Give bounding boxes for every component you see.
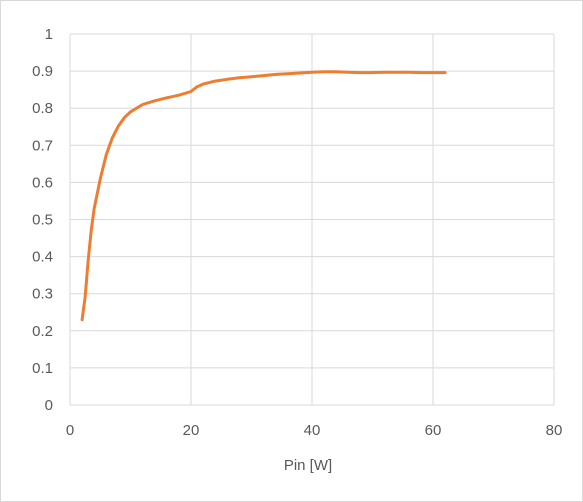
y-tick-label: 0.5 xyxy=(32,212,53,229)
y-tick-label: 0.9 xyxy=(32,63,53,80)
y-tick-label: 0 xyxy=(45,397,53,414)
y-tick-labels: 0 0.1 0.2 0.3 0.4 0.5 0.6 0.7 0.8 0.9 1 xyxy=(32,26,53,414)
y-tick-label: 0.7 xyxy=(32,137,53,154)
x-tick-label: 80 xyxy=(546,422,563,439)
x-tick-labels: 0 20 40 60 80 xyxy=(66,422,563,439)
axes xyxy=(69,34,554,406)
y-tick-label: 0.8 xyxy=(32,100,53,117)
x-tick-label: 20 xyxy=(183,422,200,439)
gridlines xyxy=(70,33,555,405)
series-line xyxy=(80,70,447,322)
y-tick-label: 0.2 xyxy=(32,323,53,340)
x-tick-label: 40 xyxy=(304,422,321,439)
x-tick-label: 0 xyxy=(66,422,74,439)
y-tick-label: 0.4 xyxy=(32,249,53,266)
series-lines xyxy=(80,70,447,322)
y-tick-label: 0.3 xyxy=(32,286,53,303)
x-axis-title: Pin [W] xyxy=(284,457,332,474)
y-tick-label: 1 xyxy=(45,26,53,43)
y-tick-label: 0.6 xyxy=(32,174,53,191)
y-tick-label: 0.1 xyxy=(32,360,53,377)
x-tick-label: 60 xyxy=(425,422,442,439)
